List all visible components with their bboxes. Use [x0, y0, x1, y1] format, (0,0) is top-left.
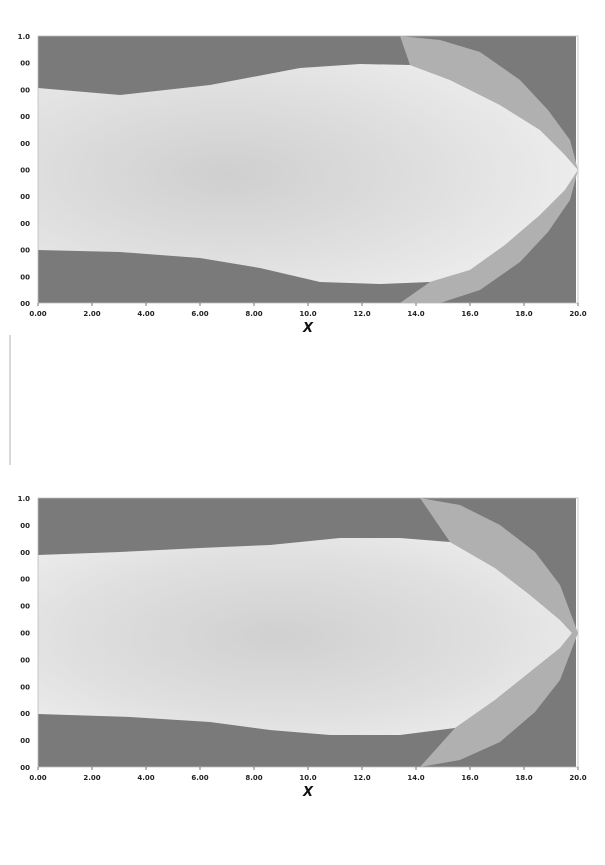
x-tick-label: 16.0	[461, 310, 478, 318]
y-tick-label: 00	[20, 86, 30, 94]
y-tick-label: 1.0	[18, 495, 31, 503]
x-tick-label: 10.0	[299, 310, 316, 318]
x-tick-label: 0.00	[29, 310, 46, 318]
y-tick-label: 00	[20, 247, 30, 255]
lower-plot: 0.00 2.00 4.00 6.00 8.00 10.0 12.0 14.0 16.0 18.0…	[18, 495, 587, 800]
y-tick-label: 00	[20, 710, 30, 718]
tip-band	[400, 36, 578, 303]
y-tick-label: 1.0	[18, 33, 31, 41]
x-tick-label: 20.0	[569, 310, 586, 318]
x-tick-label: 14.0	[407, 774, 424, 782]
x-tick-label: 0.00	[29, 774, 46, 782]
y-tick-label: 00	[20, 603, 30, 611]
x-tick-label: 12.0	[353, 774, 370, 782]
y-tick-label: 00	[20, 60, 30, 68]
y-tick-label: 00	[20, 630, 30, 638]
x-tick-label: 2.00	[83, 310, 100, 318]
plot-right-margin	[576, 498, 586, 767]
upper-plot: 0.00 2.00 4.00 6.00 8.00 10.0 12.0 14.0 16.0 18.0…	[18, 33, 587, 336]
y-tick-label: 00	[20, 764, 30, 772]
x-tick-label: 4.00	[137, 310, 154, 318]
y-tick-label: 00	[20, 576, 30, 584]
y-tick-label: 00	[20, 683, 30, 691]
y-tick-label: 00	[20, 522, 30, 530]
x-tick-label: 10.0	[299, 774, 316, 782]
plot-right-margin	[576, 36, 586, 303]
y-tick-label: 00	[20, 737, 30, 745]
x-tick-label: 18.0	[515, 310, 532, 318]
x-tick-label: 2.00	[83, 774, 100, 782]
y-tick-label: 00	[20, 220, 30, 228]
x-tick-label: 12.0	[353, 310, 370, 318]
x-tick-label: 6.00	[191, 774, 208, 782]
y-tick-label: 00	[20, 113, 30, 121]
y-tick-label: 00	[20, 549, 30, 557]
y-tick-label: 00	[20, 656, 30, 664]
tip-band	[420, 498, 578, 767]
light-region	[38, 64, 578, 284]
y-tick-label: 00	[20, 193, 30, 201]
x-tick-label: 20.0	[569, 774, 586, 782]
x-tick-label: 18.0	[515, 774, 532, 782]
x-axis-label: X	[302, 785, 314, 800]
x-axis-label: X	[302, 321, 314, 336]
y-tick-label: 00	[20, 140, 30, 148]
y-tick-label: 00	[20, 300, 30, 308]
x-tick-label: 4.00	[137, 774, 154, 782]
x-tick-label: 8.00	[245, 310, 262, 318]
x-tick-label: 16.0	[461, 774, 478, 782]
y-tick-label: 00	[20, 273, 30, 281]
x-tick-label: 6.00	[191, 310, 208, 318]
y-tick-label: 00	[20, 167, 30, 175]
x-tick-label: 14.0	[407, 310, 424, 318]
left-edge-line	[9, 335, 11, 465]
x-tick-label: 8.00	[245, 774, 262, 782]
light-region	[38, 538, 572, 735]
